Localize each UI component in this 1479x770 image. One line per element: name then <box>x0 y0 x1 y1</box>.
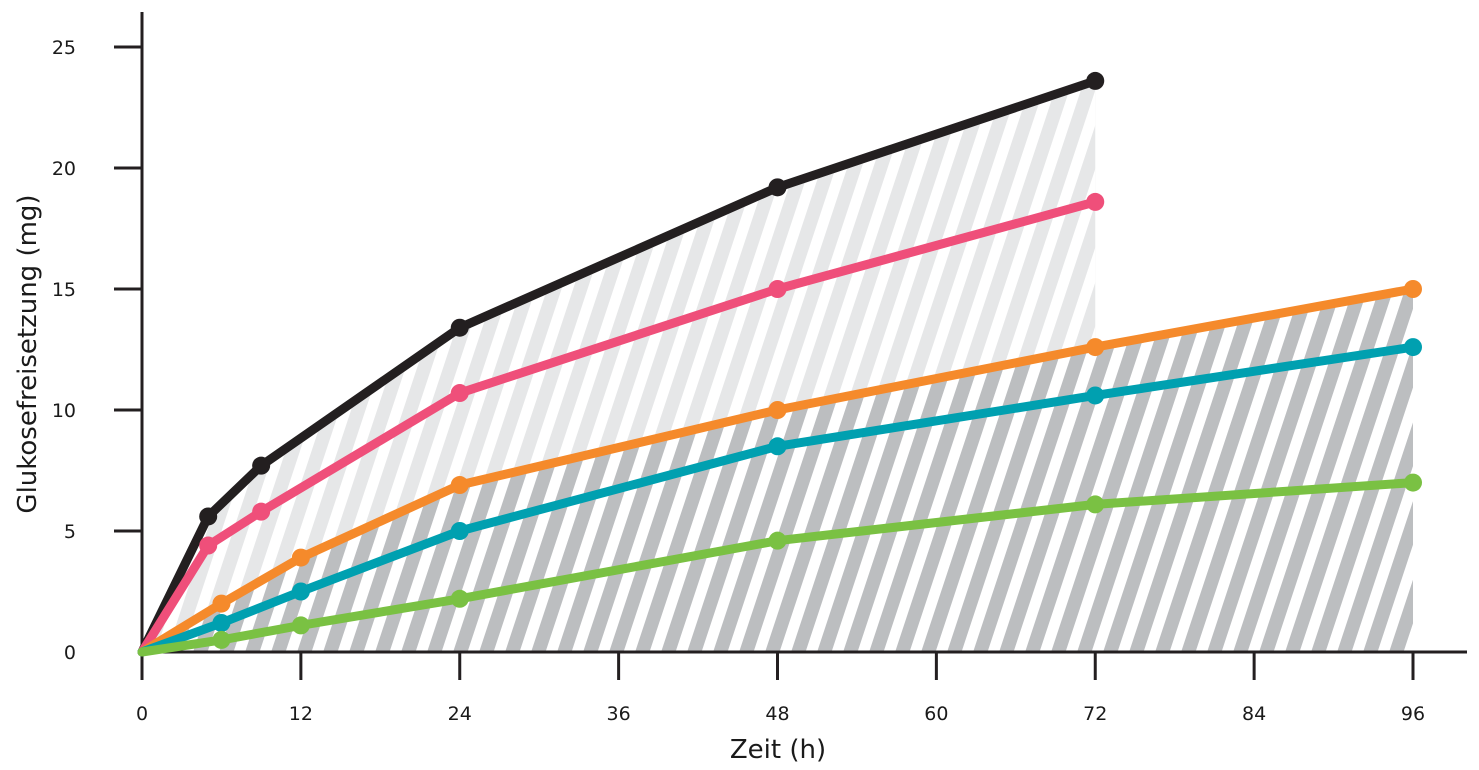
data-point <box>291 582 310 601</box>
hatch-stripe <box>1432 27 1479 662</box>
hatch-stripe <box>1348 289 1413 652</box>
hatch-stripe <box>1458 27 1479 662</box>
hatch-stripe <box>1036 289 1258 652</box>
y-tick-label: 5 <box>64 521 76 543</box>
hatch-stripe <box>1322 289 1413 652</box>
x-tick-label: 48 <box>765 703 789 725</box>
axes <box>114 12 1467 680</box>
hatch-stripe <box>0 27 4 662</box>
data-point <box>212 630 231 649</box>
series-line <box>137 76 1100 657</box>
x-tick-label: 84 <box>1242 703 1266 725</box>
data-point <box>450 384 469 403</box>
data-point <box>291 616 310 635</box>
y-axis-title: Glukosefreisetzung (mg) <box>13 194 43 513</box>
series-1 <box>137 71 1105 657</box>
shaded-regions <box>0 27 1479 662</box>
x-tick-label: 96 <box>1401 703 1425 725</box>
data-point <box>768 401 787 419</box>
x-tick-label: 60 <box>924 703 948 725</box>
x-tick-label: 0 <box>136 703 148 725</box>
data-point <box>1086 192 1105 211</box>
y-tick-label: 15 <box>52 279 76 301</box>
data-point <box>1086 386 1105 405</box>
x-tick-label: 24 <box>448 703 472 725</box>
data-point <box>1086 338 1105 357</box>
x-tick-label: 12 <box>289 703 313 725</box>
data-point <box>450 476 469 495</box>
hatch-stripe <box>1062 289 1284 652</box>
hatch-stripe <box>1458 27 1479 662</box>
series-line <box>137 197 1100 657</box>
y-tick-label: 0 <box>64 642 76 664</box>
hatch-stripe <box>0 27 4 662</box>
data-point <box>1404 338 1422 357</box>
hatch-stripe <box>1432 27 1479 662</box>
data-point <box>450 589 469 608</box>
data-point <box>450 522 469 540</box>
data-point <box>768 531 787 550</box>
hatch-stripe <box>1088 289 1310 652</box>
data-point <box>252 502 271 521</box>
data-point <box>450 318 469 337</box>
tick-labels: 0 5 10 15 20 25 0 12 24 36 48 60 72 84 96 <box>52 37 1425 725</box>
x-axis-title: Zeit (h) <box>730 735 826 765</box>
x-tick-label: 72 <box>1083 703 1107 725</box>
data-point <box>199 536 218 555</box>
data-point <box>212 594 231 613</box>
hatch-stripe <box>1140 289 1362 652</box>
data-point <box>291 548 310 567</box>
series-2 <box>137 192 1105 657</box>
series-5 <box>137 473 1422 657</box>
data-point <box>252 456 271 475</box>
y-tick-label: 25 <box>52 37 76 59</box>
y-tick-label: 10 <box>52 400 76 422</box>
data-point <box>199 507 218 526</box>
hatch-stripe <box>1244 289 1413 652</box>
data-point <box>1086 495 1105 514</box>
data-point <box>768 437 787 456</box>
data-point <box>1404 473 1422 492</box>
series-4 <box>137 338 1422 657</box>
hatch-stripe <box>1114 289 1336 652</box>
data-point <box>212 613 231 632</box>
series-3 <box>137 280 1422 657</box>
data-point <box>768 280 787 298</box>
hatch-stripe <box>1192 289 1413 652</box>
data-series <box>137 71 1422 657</box>
hatch-stripe <box>1166 289 1388 652</box>
x-tick-label: 36 <box>607 703 631 725</box>
data-point <box>1404 280 1422 298</box>
data-point <box>1086 71 1105 90</box>
hatch-stripe <box>1218 289 1413 652</box>
data-point <box>768 178 787 197</box>
hatch-stripe <box>1270 289 1413 652</box>
y-tick-label: 20 <box>52 158 76 180</box>
